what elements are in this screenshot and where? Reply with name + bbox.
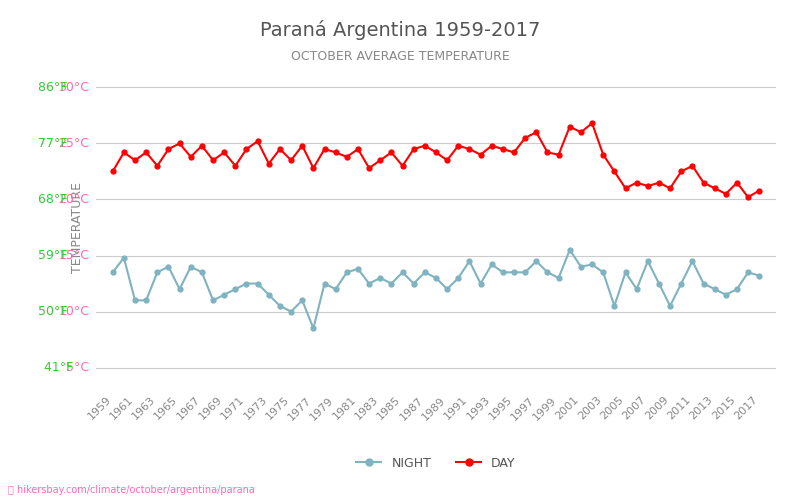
NIGHT (175, 286, 185, 292)
Text: 41°F: 41°F (40, 361, 73, 374)
Text: 50°F: 50°F (34, 305, 67, 318)
NIGHT (275, 303, 285, 309)
Text: 77°F: 77°F (34, 137, 67, 150)
Text: 10°C: 10°C (58, 305, 90, 318)
Text: OCTOBER AVERAGE TEMPERATURE: OCTOBER AVERAGE TEMPERATURE (290, 50, 510, 63)
DAY (175, 140, 185, 146)
DAY (587, 120, 597, 126)
Line: NIGHT: NIGHT (110, 248, 762, 331)
NIGHT (754, 272, 764, 278)
Text: 30°C: 30°C (58, 81, 90, 94)
Y-axis label: TEMPERATURE: TEMPERATURE (71, 182, 84, 273)
Text: Paraná Argentina 1959-2017: Paraná Argentina 1959-2017 (260, 20, 540, 40)
Text: 59°F: 59°F (34, 249, 67, 262)
DAY (208, 158, 218, 164)
Text: 🌐 hikersbay.com/climate/october/argentina/parana: 🌐 hikersbay.com/climate/october/argentin… (8, 485, 255, 495)
DAY (754, 188, 764, 194)
Legend: NIGHT, DAY: NIGHT, DAY (351, 452, 521, 475)
NIGHT (309, 326, 318, 332)
Text: 20°C: 20°C (58, 193, 90, 206)
Line: DAY: DAY (110, 121, 762, 200)
Text: 5°C: 5°C (66, 361, 90, 374)
DAY (108, 168, 118, 174)
Text: 15°C: 15°C (58, 249, 90, 262)
DAY (576, 129, 586, 135)
Text: 25°C: 25°C (58, 137, 90, 150)
NIGHT (598, 270, 608, 276)
NIGHT (565, 247, 574, 253)
DAY (442, 158, 452, 164)
NIGHT (208, 298, 218, 304)
DAY (130, 158, 140, 164)
DAY (743, 194, 753, 200)
Text: 68°F: 68°F (34, 193, 67, 206)
NIGHT (454, 275, 463, 281)
Text: 86°F: 86°F (34, 81, 67, 94)
NIGHT (108, 270, 118, 276)
DAY (275, 146, 285, 152)
NIGHT (130, 298, 140, 304)
